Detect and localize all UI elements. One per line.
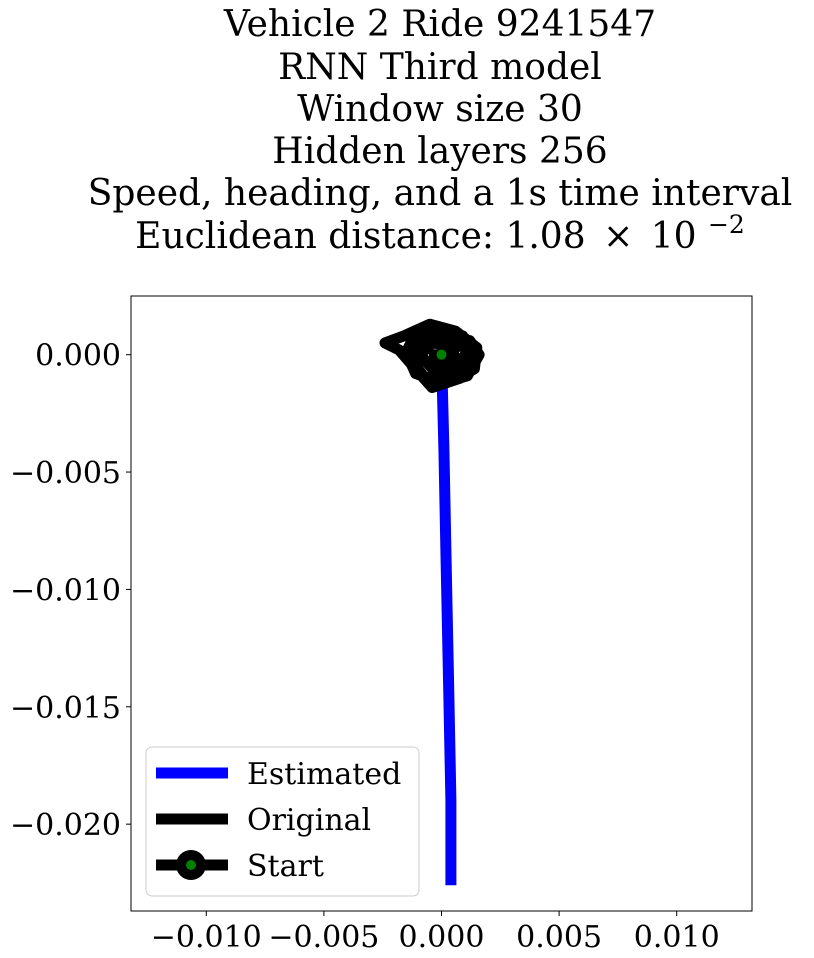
y-tick-label: −0.005 (10, 456, 121, 491)
x-tick-label: 0.005 (516, 920, 602, 955)
chart-title: Vehicle 2 Ride 9241547 RNN Third model W… (88, 4, 793, 257)
x-tick-label: 0.000 (399, 920, 485, 955)
x-tick-label: 0.010 (634, 920, 720, 955)
title-distance-base: 10 (651, 216, 697, 257)
title-line-2: RNN Third model (278, 47, 602, 88)
legend-box (145, 746, 420, 897)
y-tick-label: 0.000 (35, 339, 121, 374)
title-line-3: Window size 30 (297, 89, 583, 130)
series-layer (379, 318, 485, 886)
y-tick-label: −0.015 (10, 691, 121, 726)
axis-ticks: −0.010 −0.005 0.000 0.005 0.0100.000−0.005−0… (10, 339, 720, 955)
title-distance-times: × (603, 216, 633, 257)
x-tick-label: −0.005 (268, 920, 379, 955)
legend-label-estimated: Estimated (247, 757, 401, 792)
title-line-6: Euclidean distance: 1.08 × 10 −2 (135, 210, 745, 257)
start-point-marker (436, 349, 447, 360)
legend-label-start: Start (247, 849, 324, 884)
title-line-1: Vehicle 2 Ride 9241547 (223, 4, 656, 45)
title-line-5: Speed, heading, and a 1s time interval (88, 173, 793, 214)
y-tick-label: −0.010 (10, 573, 121, 608)
title-distance-prefix: Euclidean distance: 1.08 (135, 216, 585, 257)
legend-label-original: Original (247, 803, 371, 838)
y-tick-label: −0.020 (10, 808, 121, 843)
series-original-line (379, 318, 485, 393)
x-tick-label: −0.010 (151, 920, 262, 955)
title-distance-exponent: −2 (708, 210, 745, 239)
legend-swatch-start-dot (186, 860, 196, 870)
series-estimated-line (436, 354, 457, 886)
title-line-4: Hidden layers 256 (272, 131, 607, 172)
legend: Estimated Original Start (145, 746, 420, 897)
